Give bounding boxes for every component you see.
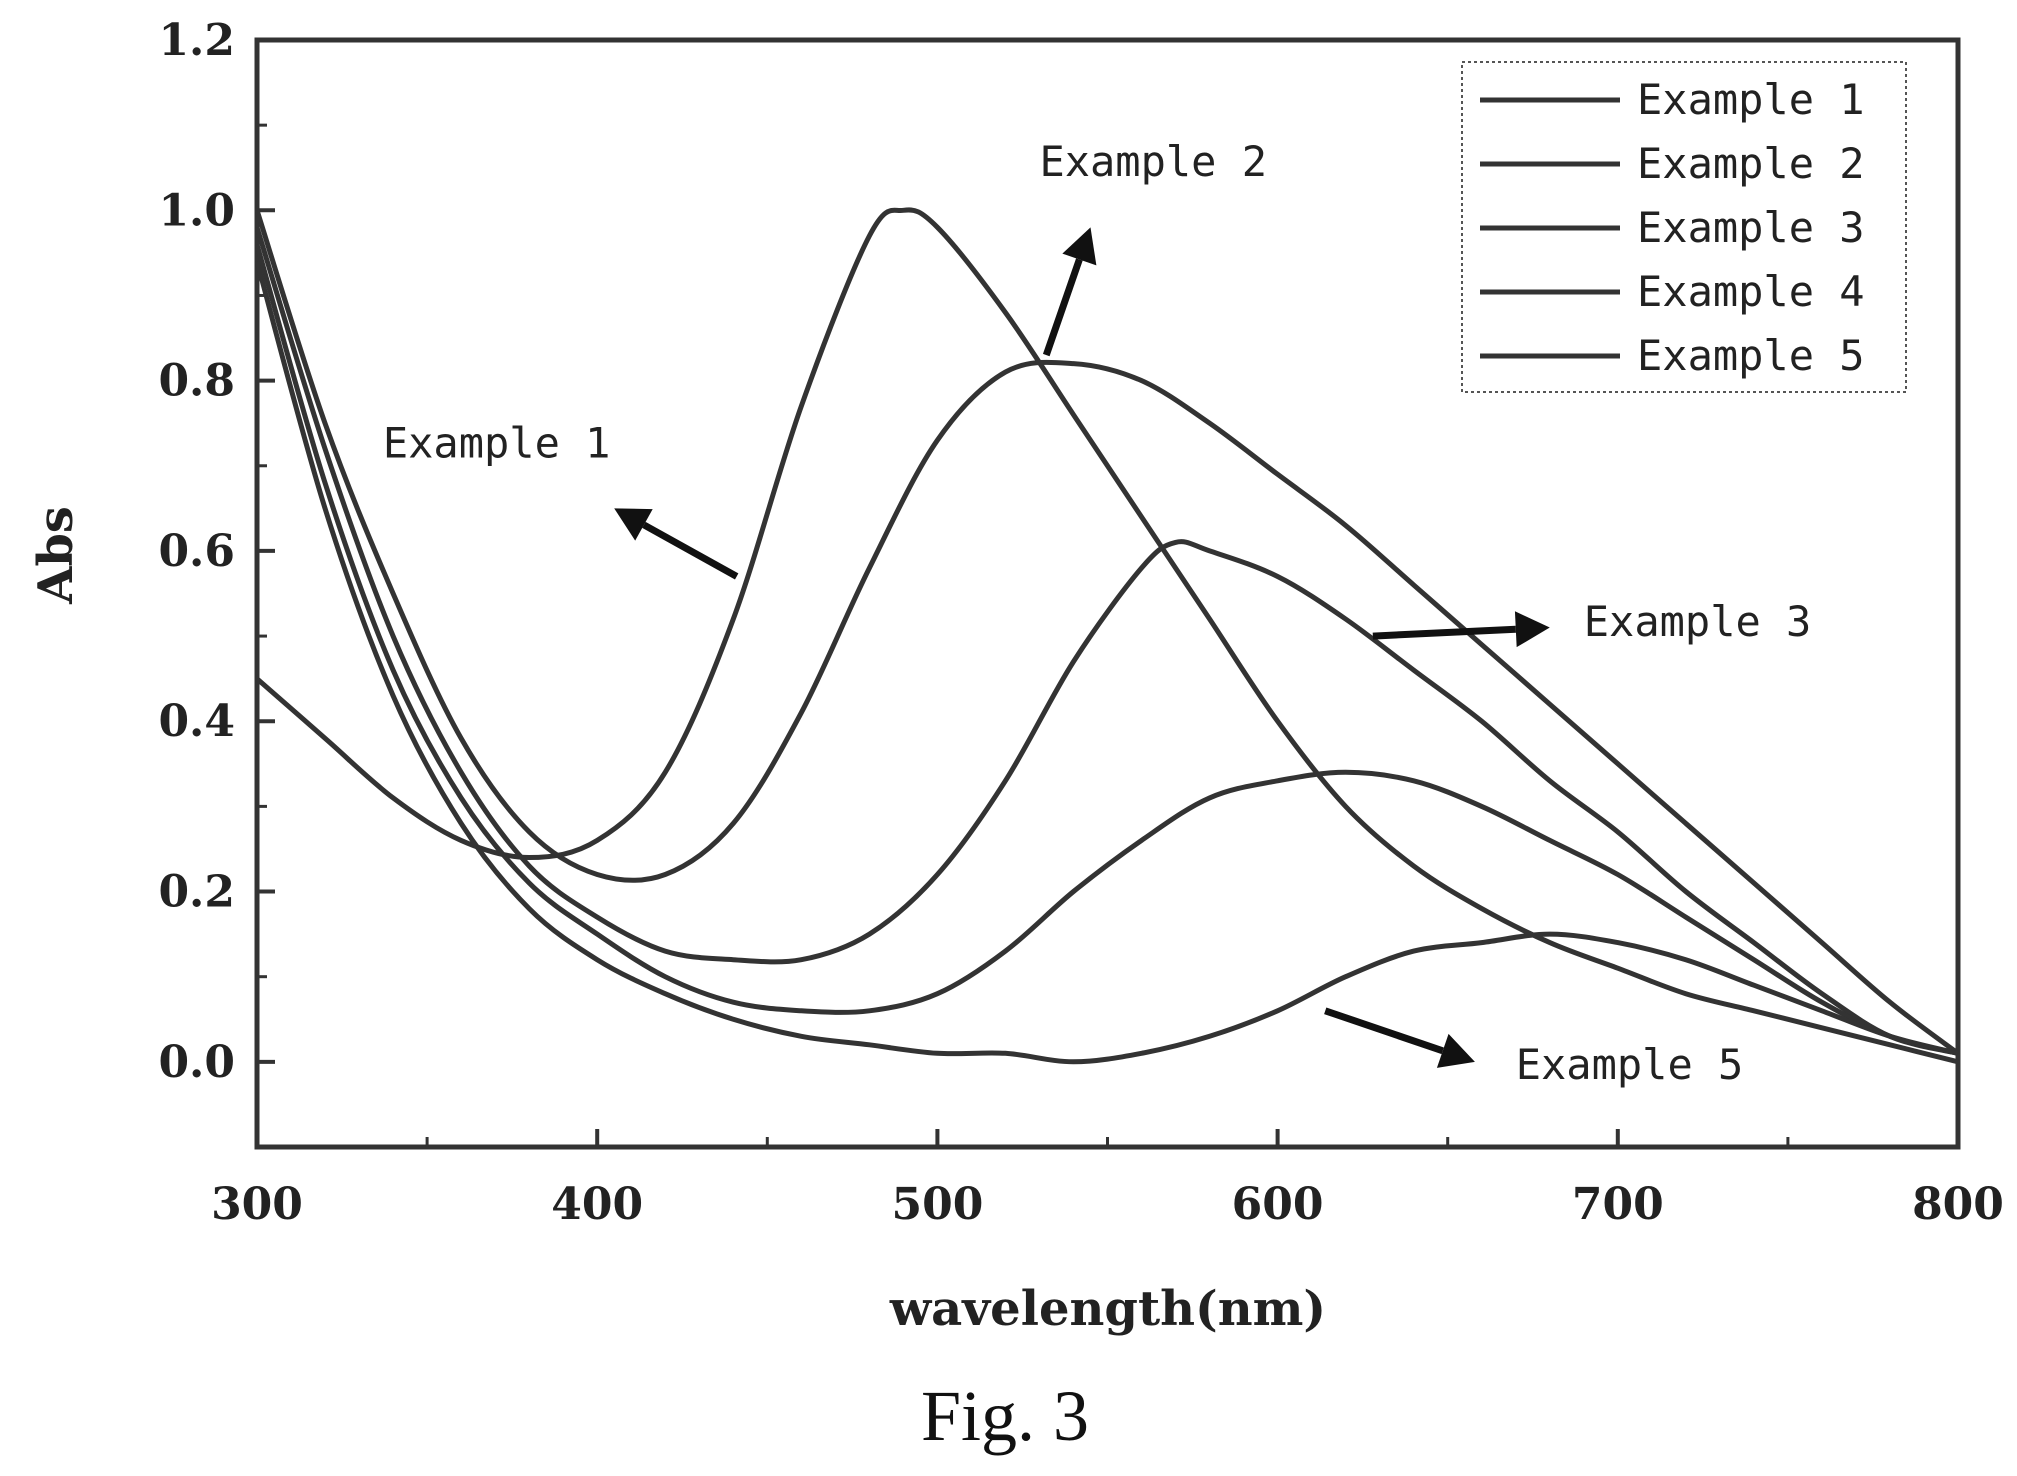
legend-label: Example 1 <box>1637 75 1865 124</box>
series-line-example-3 <box>254 226 1959 1056</box>
series-line-example-1 <box>255 207 1959 1065</box>
legend-label: Example 4 <box>1637 267 1865 316</box>
annotation-label: Example 3 <box>1584 597 1812 646</box>
annotation-arrow-head <box>1514 611 1550 648</box>
annotation-label: Example 5 <box>1516 1040 1744 1089</box>
y-axis-title: Abs <box>28 506 84 605</box>
annotations: Example 1 Example 2 Example 3 Example 5 <box>383 137 1811 1089</box>
legend-label: Example 3 <box>1637 203 1865 252</box>
series-line-example-5 <box>254 260 1959 1065</box>
annotation-arrow-head <box>614 508 653 541</box>
y-tick-label: 0.6 <box>158 526 235 577</box>
annotation-arrow-shaft <box>1372 625 1516 640</box>
x-tick-label: 700 <box>1572 1179 1664 1230</box>
legend: Example 1 Example 2 Example 3 Example 4 Exam… <box>1461 61 1907 393</box>
legend-label: Example 2 <box>1637 139 1865 188</box>
x-axis-title: wavelength(nm) <box>889 1281 1326 1337</box>
series-line-example-2 <box>254 209 1960 1056</box>
annotation-arrow-head <box>1436 1033 1475 1068</box>
x-tick-label: 600 <box>1232 1179 1324 1230</box>
annotation-arrow-shaft <box>642 521 739 580</box>
x-tick-label: 300 <box>211 1179 303 1230</box>
annotation-arrow-shaft <box>1324 1007 1444 1055</box>
y-tick-label: 0.2 <box>158 867 235 918</box>
series-lines <box>254 207 1960 1065</box>
y-tick-label: 1.0 <box>158 185 235 236</box>
annotation-arrow-head <box>1062 227 1097 266</box>
figure-caption: Fig. 3 <box>921 1376 1089 1456</box>
x-tick-label: 800 <box>1912 1179 2004 1230</box>
y-tick-label: 0.0 <box>158 1037 235 1088</box>
legend-label: Example 5 <box>1637 331 1865 380</box>
x-tick-label: 400 <box>551 1179 643 1230</box>
annotation-label: Example 2 <box>1039 137 1267 186</box>
y-tick-label: 1.2 <box>158 15 235 66</box>
y-tick-label: 0.8 <box>158 356 235 407</box>
series-line-example-4 <box>254 243 1959 1056</box>
y-axis: 0.0 0.2 0.4 0.6 0.8 1.0 1.2 <box>158 15 275 1088</box>
x-axis: 300 400 500 600 700 800 <box>211 1129 2004 1230</box>
y-tick-label: 0.4 <box>158 696 235 747</box>
x-tick-label: 500 <box>891 1179 983 1230</box>
annotation-label: Example 1 <box>383 418 611 467</box>
annotation-arrow-shaft <box>1042 258 1083 357</box>
